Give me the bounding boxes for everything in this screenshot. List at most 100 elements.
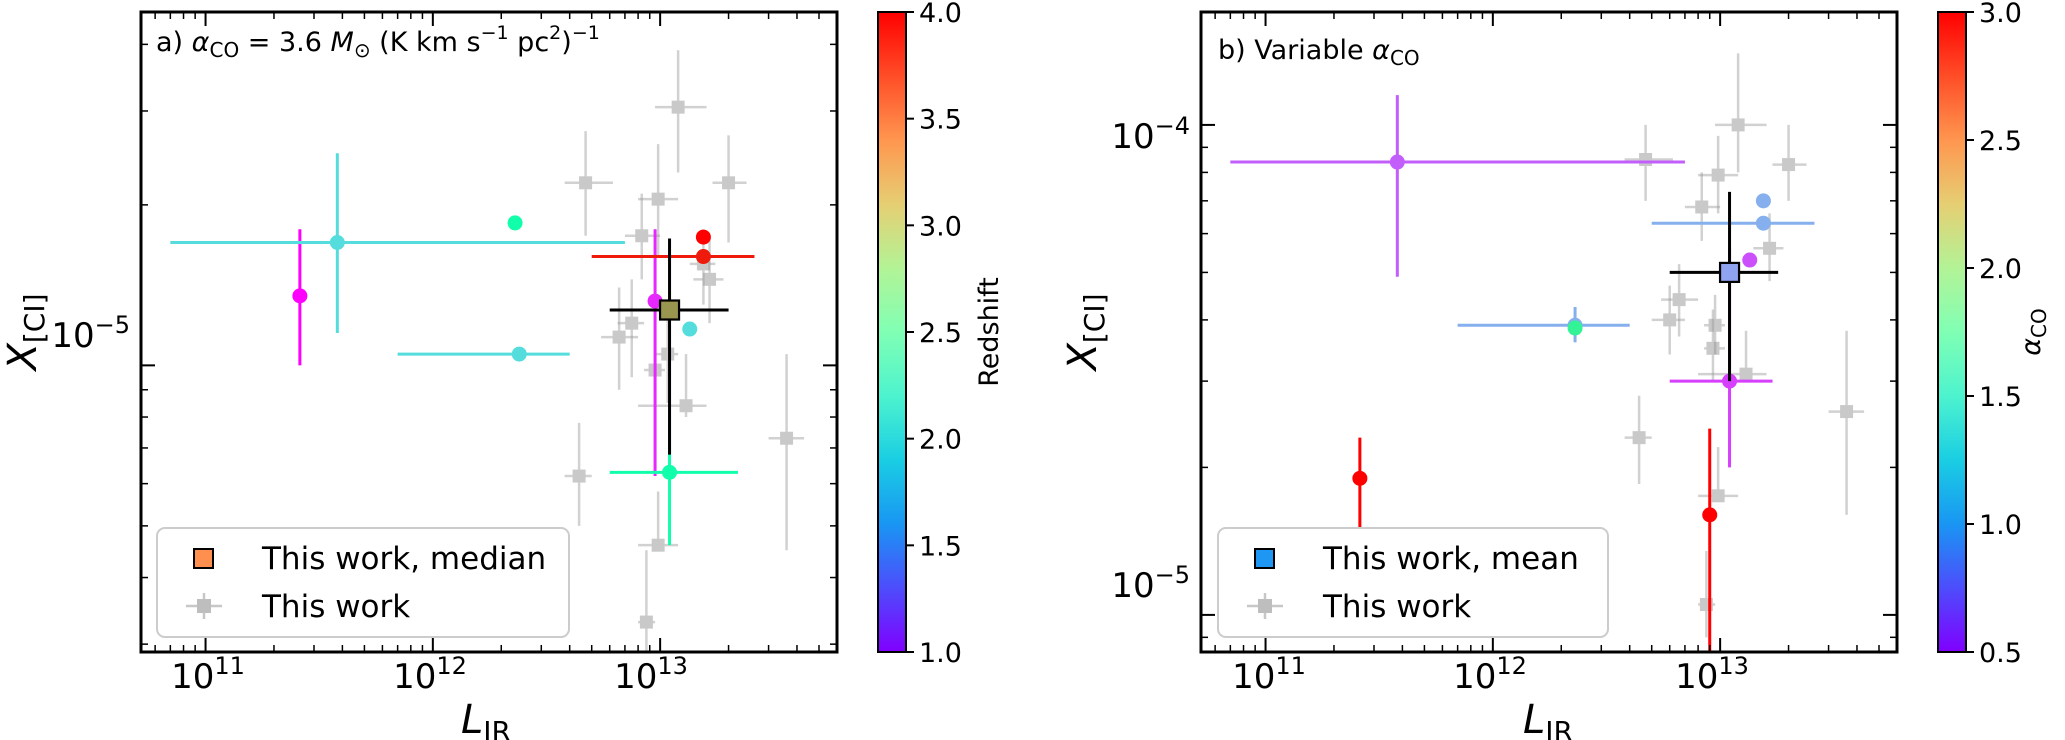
panel-b-xtick-label: 1011 <box>1232 652 1306 697</box>
colored-data-point <box>292 229 308 366</box>
panel-b-y-axis-label: X[CI] <box>1060 293 1111 372</box>
gray-data-point <box>1698 135 1739 214</box>
panel-b-ytick-label: 10−4 <box>1111 112 1190 157</box>
legend-gray-marker <box>186 593 222 619</box>
gray-data-point <box>1715 53 1767 173</box>
gray-data-point <box>1828 330 1865 515</box>
panel-b: b) Variable αCO 1011 1012 1013 10−5 10−4… <box>1060 0 2051 740</box>
colored-data-point <box>1742 252 1758 268</box>
gray-data-point <box>1698 551 1716 638</box>
gray-data-point <box>564 131 613 236</box>
colored-data-point <box>1651 215 1815 231</box>
colored-data-point <box>695 229 711 245</box>
gray-data-point <box>638 491 679 552</box>
colorbar-tick-label: 1.0 <box>1979 510 2022 541</box>
colorbar-tick-label: 3.0 <box>919 211 962 242</box>
panel-b-xtick-label: 1013 <box>1675 652 1749 697</box>
panel-a-gray-points <box>564 50 805 652</box>
colored-data-point <box>507 215 523 231</box>
colorbar-tick-label: 1.5 <box>1979 382 2022 413</box>
colorbar-b-label: αCO <box>2016 308 2051 356</box>
gray-data-point <box>768 354 805 551</box>
colored-data-point <box>609 417 738 546</box>
panel-a-axes-frame <box>139 10 839 654</box>
panel-a-y-axis-label: X[CI] <box>0 293 51 372</box>
legend-mean-marker <box>1254 548 1275 569</box>
colorbar-tick-label: 3.5 <box>919 105 962 136</box>
colorbar-b-ticks: 0.5 1.0 1.5 2.0 2.5 3.0 <box>1966 0 2022 669</box>
gray-data-point <box>655 50 707 173</box>
colored-data-point <box>1567 320 1583 336</box>
legend-gray-marker <box>1247 593 1283 619</box>
colorbar-tick-label: 2.5 <box>919 318 962 349</box>
colored-data-point <box>1352 437 1368 529</box>
colorbar-a-gradient <box>877 11 907 653</box>
colored-data-point <box>1457 306 1630 343</box>
gray-data-point <box>624 193 661 280</box>
colorbar-tick-label: 3.0 <box>1979 0 2022 29</box>
median-data-point <box>609 238 729 455</box>
colorbar-b-gradient <box>1937 11 1967 653</box>
colorbar-tick-label: 2.0 <box>1979 254 2022 285</box>
gray-data-point <box>601 287 639 390</box>
panel-a-xtick-label: 1012 <box>393 652 467 697</box>
colorbar-tick-label: 4.0 <box>919 0 962 29</box>
gray-data-point <box>1661 264 1699 337</box>
gray-data-point <box>1704 294 1725 355</box>
panel-a-xtick-label: 1013 <box>614 652 688 697</box>
legend-gray-label: This work <box>1322 589 1471 625</box>
panel-a-ytick-label: 10−5 <box>51 311 130 356</box>
gray-data-point <box>1684 172 1721 241</box>
panel-b-x-axis-label: LIR <box>1523 697 1573 740</box>
colorbar-tick-label: 1.0 <box>919 638 962 669</box>
panel-b-xtick-label: 1012 <box>1453 652 1527 697</box>
panel-a-xtick-label: 1011 <box>171 652 245 697</box>
panel-b-ytick-label: 10−5 <box>1111 561 1190 606</box>
panel-b-gray-points <box>1624 53 1865 638</box>
gray-data-point <box>1624 395 1652 484</box>
colorbar-a-label: Redshift <box>974 277 1005 387</box>
panel-b-axes-frame <box>1199 10 1899 654</box>
colored-data-point <box>1755 193 1771 209</box>
colored-data-point <box>397 346 570 362</box>
colored-data-point <box>1230 95 1685 277</box>
panel-b-y-tick-labels: 10−5 10−4 <box>1111 112 1190 606</box>
gray-data-point <box>712 135 747 243</box>
colored-data-point <box>647 229 663 477</box>
colored-data-point <box>1702 428 1718 652</box>
colorbar-a-ticks: 1.0 1.5 2.0 2.5 3.0 3.5 4.0 <box>906 0 962 669</box>
gray-data-point <box>1704 309 1725 382</box>
panel-b-legend: This work, mean This work <box>1217 527 1609 638</box>
gray-data-point <box>638 550 656 652</box>
panel-a-y-tick-labels: 10−5 <box>51 311 130 356</box>
panel-b-colorbar: 0.5 1.0 1.5 2.0 2.5 3.0 αCO <box>1937 0 2051 669</box>
colorbar-tick-label: 2.0 <box>919 425 962 456</box>
legend-median-marker <box>193 548 214 569</box>
panel-b-x-tick-labels: 1011 1012 1013 <box>1232 652 1749 697</box>
panel-a-legend-box <box>156 527 570 638</box>
colored-data-point <box>682 321 698 337</box>
colored-data-point <box>591 249 755 265</box>
mean-data-point <box>1669 191 1779 382</box>
colored-data-point <box>170 153 625 334</box>
panel-a: a) αCO = 3.6 M⊙ (K km s−1 pc2)−1 1011 10… <box>0 0 1005 740</box>
gray-data-point <box>1698 330 1767 382</box>
panel-a-title: a) αCO = 3.6 M⊙ (K km s−1 pc2)−1 <box>156 22 600 62</box>
colorbar-tick-label: 1.5 <box>919 531 962 562</box>
panel-b-title: b) Variable αCO <box>1218 35 1420 70</box>
gray-data-point <box>1651 285 1685 355</box>
panel-a-x-axis-label: LIR <box>461 697 511 740</box>
gray-data-point <box>1698 447 1739 503</box>
panel-b-colored-points <box>1230 95 1815 652</box>
panel-a-colored-points <box>170 153 755 546</box>
panel-b-legend-box <box>1217 527 1609 638</box>
gray-data-point <box>638 354 707 418</box>
panel-a-colorbar: 1.0 1.5 2.0 2.5 3.0 3.5 4.0 Redshift <box>877 0 1005 669</box>
gray-data-point <box>617 279 645 378</box>
legend-mean-label: This work, mean <box>1322 541 1579 577</box>
gray-data-point <box>564 422 592 526</box>
gray-data-point <box>638 144 679 257</box>
colorbar-tick-label: 0.5 <box>1979 638 2022 669</box>
legend-gray-label: This work <box>261 589 410 625</box>
